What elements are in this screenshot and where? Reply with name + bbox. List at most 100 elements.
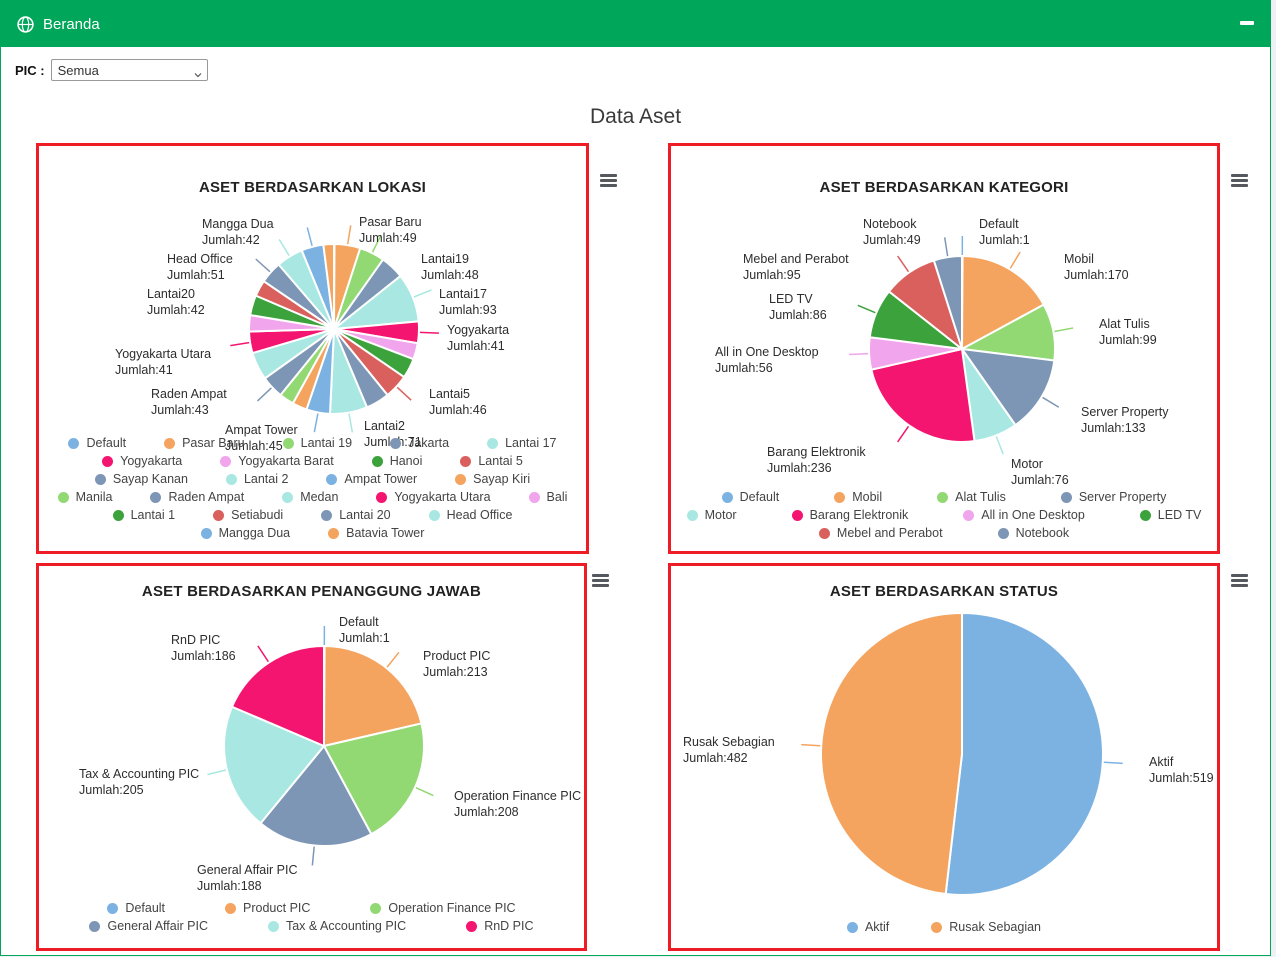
legend-item: Server Property bbox=[1060, 490, 1167, 505]
pie-svg bbox=[230, 225, 439, 433]
legend-item: Bali bbox=[528, 490, 568, 505]
legend-dot bbox=[791, 510, 803, 521]
chart-menu-button[interactable] bbox=[1231, 174, 1248, 187]
legend-item: Yogyakarta Utara bbox=[376, 490, 491, 505]
legend-item: Lantai 20 bbox=[321, 508, 391, 523]
callout-label: Server Property Jumlah:133 bbox=[1081, 405, 1169, 435]
legend-dot bbox=[846, 922, 858, 933]
callout-label: Yogyakarta Jumlah:41 bbox=[447, 323, 510, 353]
globe-icon bbox=[17, 15, 34, 33]
legend-label: Batavia Tower bbox=[346, 526, 425, 540]
legend-status: Aktif Rusak Sebagian bbox=[685, 920, 1203, 935]
legend-label: Medan bbox=[300, 490, 339, 504]
legend-item: Default bbox=[107, 901, 165, 916]
callout-label: Lantai5 Jumlah:46 bbox=[429, 387, 487, 417]
legend-label: Server Property bbox=[1078, 490, 1167, 504]
chart-menu-button[interactable] bbox=[600, 174, 617, 187]
legend-item: Default bbox=[721, 490, 779, 505]
legend-label: Rusak Sebagian bbox=[949, 920, 1042, 934]
callout-label: Yogyakarta Utara Jumlah:41 bbox=[115, 347, 212, 377]
legend-item: Motor bbox=[686, 508, 737, 523]
legend-label: Raden Ampat bbox=[168, 490, 245, 504]
panel-penanggung-jawab: ASET BERDASARKAN PENANGGUNG JAWAB Defaul… bbox=[36, 563, 609, 951]
legend-label: RnD PIC bbox=[484, 919, 534, 933]
pic-select[interactable]: Semua bbox=[50, 59, 208, 81]
legend-dot bbox=[200, 528, 212, 539]
callout-label: LED TV Jumlah:86 bbox=[769, 292, 827, 322]
legend-label: Yogyakarta Utara bbox=[394, 490, 491, 504]
legend-item: Batavia Tower bbox=[328, 526, 424, 541]
callout-label: Tax & Accounting PIC Jumlah:205 bbox=[79, 767, 200, 797]
legend-label: Motor bbox=[704, 508, 737, 522]
legend-dot bbox=[225, 903, 237, 914]
legend-item: Sayap Kiri bbox=[455, 472, 530, 487]
callout-label: Raden Ampat Jumlah:43 bbox=[151, 387, 227, 417]
legend-label: Bali bbox=[546, 490, 568, 504]
legend-dot bbox=[94, 474, 106, 485]
legend-item: Ampat Tower bbox=[326, 472, 417, 487]
legend-item: Lantai 1 bbox=[112, 508, 175, 523]
legend-dot bbox=[818, 528, 830, 539]
legend-dot bbox=[164, 438, 176, 449]
legend-item: Alat Tulis bbox=[937, 490, 1006, 505]
legend-label: Product PIC bbox=[243, 901, 311, 915]
legend-label: Operation Finance PIC bbox=[388, 901, 516, 915]
callout-label: Operation Finance PIC Jumlah:208 bbox=[454, 789, 582, 819]
legend-dot bbox=[1139, 510, 1151, 521]
legend-item: Aktif bbox=[846, 920, 889, 935]
legend-label: Mangga Dua bbox=[218, 526, 291, 540]
legend-label: Setiabudi bbox=[231, 508, 284, 522]
legend-item: Product PIC bbox=[225, 901, 310, 916]
legend-dot bbox=[102, 456, 114, 467]
legend-item: Sayap Kanan bbox=[94, 472, 188, 487]
callout-label: Ampat Tower Jumlah:45 bbox=[225, 423, 298, 453]
legend-label: Mobil bbox=[852, 490, 883, 504]
legend-dot bbox=[460, 456, 472, 467]
legend-dot bbox=[487, 438, 499, 449]
legend-item: Lantai 17 bbox=[487, 436, 557, 451]
legend-label: Sayap Kiri bbox=[473, 472, 531, 486]
legend-dot bbox=[150, 492, 162, 503]
chart-menu-button[interactable] bbox=[1231, 574, 1248, 587]
legend-dot bbox=[428, 510, 440, 521]
legend-item: Yogyakarta Barat bbox=[220, 454, 334, 469]
callout-label: Default Jumlah:1 bbox=[339, 615, 390, 645]
legend-dot bbox=[225, 474, 237, 485]
legend-item: Lantai 5 bbox=[460, 454, 523, 469]
legend-label: Lantai 19 bbox=[300, 436, 353, 450]
legend-penanggung-jawab: Default Product PIC Operation Finance PIC G… bbox=[53, 901, 570, 934]
legend-dot bbox=[112, 510, 124, 521]
legend-item: Rusak Sebagian bbox=[931, 920, 1041, 935]
legend-item: Setiabudi bbox=[213, 508, 283, 523]
legend-label: Default bbox=[125, 901, 166, 915]
chart-menu-button[interactable] bbox=[592, 574, 609, 587]
legend-item: Hanoi bbox=[371, 454, 422, 469]
legend-dot bbox=[370, 903, 382, 914]
minimize-button[interactable] bbox=[1240, 21, 1254, 25]
callout-label: All in One Desktop Jumlah:56 bbox=[715, 345, 819, 375]
callout-label: Mebel and Perabot Jumlah:95 bbox=[743, 252, 849, 282]
legend-item: Lantai 19 bbox=[282, 436, 353, 451]
legend-kategori: Default Mobil Alat Tulis Server Property Mot… bbox=[685, 490, 1203, 541]
callout-label: General Affair PIC Jumlah:188 bbox=[197, 863, 298, 893]
legend-item: Raden Ampat bbox=[150, 490, 244, 505]
legend-dot bbox=[686, 510, 698, 521]
legend-label: Head Office bbox=[446, 508, 513, 522]
legend-dot bbox=[68, 438, 80, 449]
legend-item: Jakarta bbox=[390, 436, 449, 451]
pie-svg bbox=[801, 612, 1123, 896]
legend-label: Barang Elektronik bbox=[809, 508, 909, 522]
legend-dot bbox=[466, 921, 478, 932]
legend-item: Tax & Accounting PIC bbox=[267, 919, 406, 934]
pie-svg bbox=[849, 235, 1074, 455]
legend-label: Default bbox=[86, 436, 127, 450]
callout-label: Aktif Jumlah:519 bbox=[1149, 755, 1214, 785]
pie-chart-status: Rusak Sebagian Jumlah:482 Aktif Jumlah:519 bbox=[671, 566, 1217, 948]
legend-label: Ampat Tower bbox=[344, 472, 418, 486]
callout-label: Default Jumlah:1 bbox=[979, 217, 1030, 247]
window-title: Beranda bbox=[43, 15, 100, 33]
callout-label: Notebook Jumlah:49 bbox=[863, 217, 921, 247]
legend-dot bbox=[963, 510, 975, 521]
